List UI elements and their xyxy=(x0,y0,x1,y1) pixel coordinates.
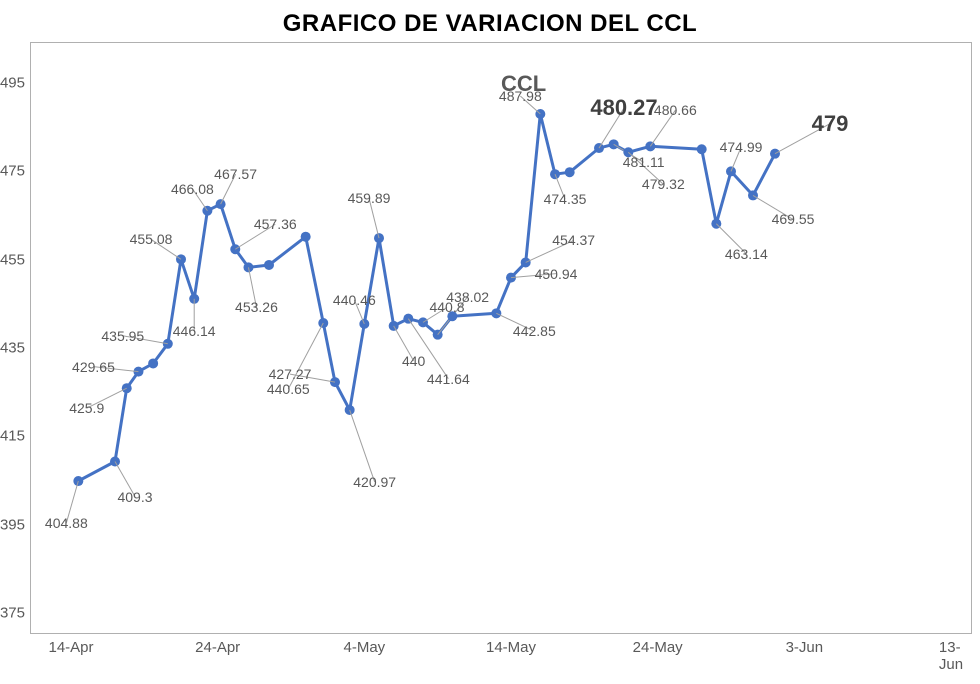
y-tick-label: 415 xyxy=(0,428,31,445)
point-label: 438.02 xyxy=(446,289,489,305)
point-label: 427.27 xyxy=(269,366,312,382)
y-tick-label: 495 xyxy=(0,75,31,92)
point-label: 455.08 xyxy=(130,231,173,247)
ccl-chart: GRAFICO DE VARIACION DEL CCL CCL 404.884… xyxy=(10,10,970,674)
point-label: 441.64 xyxy=(427,371,470,387)
x-tick-label: 24-May xyxy=(633,633,683,656)
point-label: 435.95 xyxy=(101,328,144,344)
point-label: 467.57 xyxy=(214,166,257,182)
point-label: 450.94 xyxy=(535,266,578,282)
point-label: 466.08 xyxy=(171,181,214,197)
x-tick-label: 3-Jun xyxy=(786,633,824,656)
point-label: 454.37 xyxy=(552,232,595,248)
plot-area: CCL 404.88409.3425.9429.65435.95455.0844… xyxy=(30,42,972,634)
x-tick-label: 14-Apr xyxy=(48,633,93,656)
point-label: 440 xyxy=(402,353,425,369)
point-label: 440.65 xyxy=(267,381,310,397)
y-tick-label: 375 xyxy=(0,605,31,622)
y-tick-label: 455 xyxy=(0,251,31,268)
point-label: 479 xyxy=(812,111,849,137)
point-label: 481.11 xyxy=(623,154,665,170)
point-label: 480.27 xyxy=(590,95,657,121)
x-tick-label: 14-May xyxy=(486,633,536,656)
y-tick-label: 395 xyxy=(0,516,31,533)
point-label: 480.66 xyxy=(654,102,697,118)
point-label: 409.3 xyxy=(117,489,152,505)
point-label: 453.26 xyxy=(235,299,278,315)
point-label: 474.35 xyxy=(544,191,587,207)
y-tick-label: 435 xyxy=(0,340,31,357)
point-label: 442.85 xyxy=(513,323,556,339)
point-label: 463.14 xyxy=(725,246,768,262)
chart-title: GRAFICO DE VARIACION DEL CCL xyxy=(10,10,970,38)
point-label: 420.97 xyxy=(353,474,396,490)
point-label: 487.98 xyxy=(499,88,542,104)
x-tick-label: 24-Apr xyxy=(195,633,240,656)
point-label: 474.99 xyxy=(720,139,763,155)
point-label: 479.32 xyxy=(642,176,685,192)
y-tick-label: 475 xyxy=(0,163,31,180)
point-label: 425.9 xyxy=(69,400,104,416)
x-tick-label: 13-Jun xyxy=(939,633,963,673)
x-tick-label: 4-May xyxy=(343,633,385,656)
point-label: 440.46 xyxy=(333,292,376,308)
point-label: 459.89 xyxy=(348,190,391,206)
point-label: 457.36 xyxy=(254,216,297,232)
point-label: 404.88 xyxy=(45,515,88,531)
point-label: 429.65 xyxy=(72,359,115,375)
point-label: 446.14 xyxy=(173,323,216,339)
point-label: 469.55 xyxy=(772,211,815,227)
